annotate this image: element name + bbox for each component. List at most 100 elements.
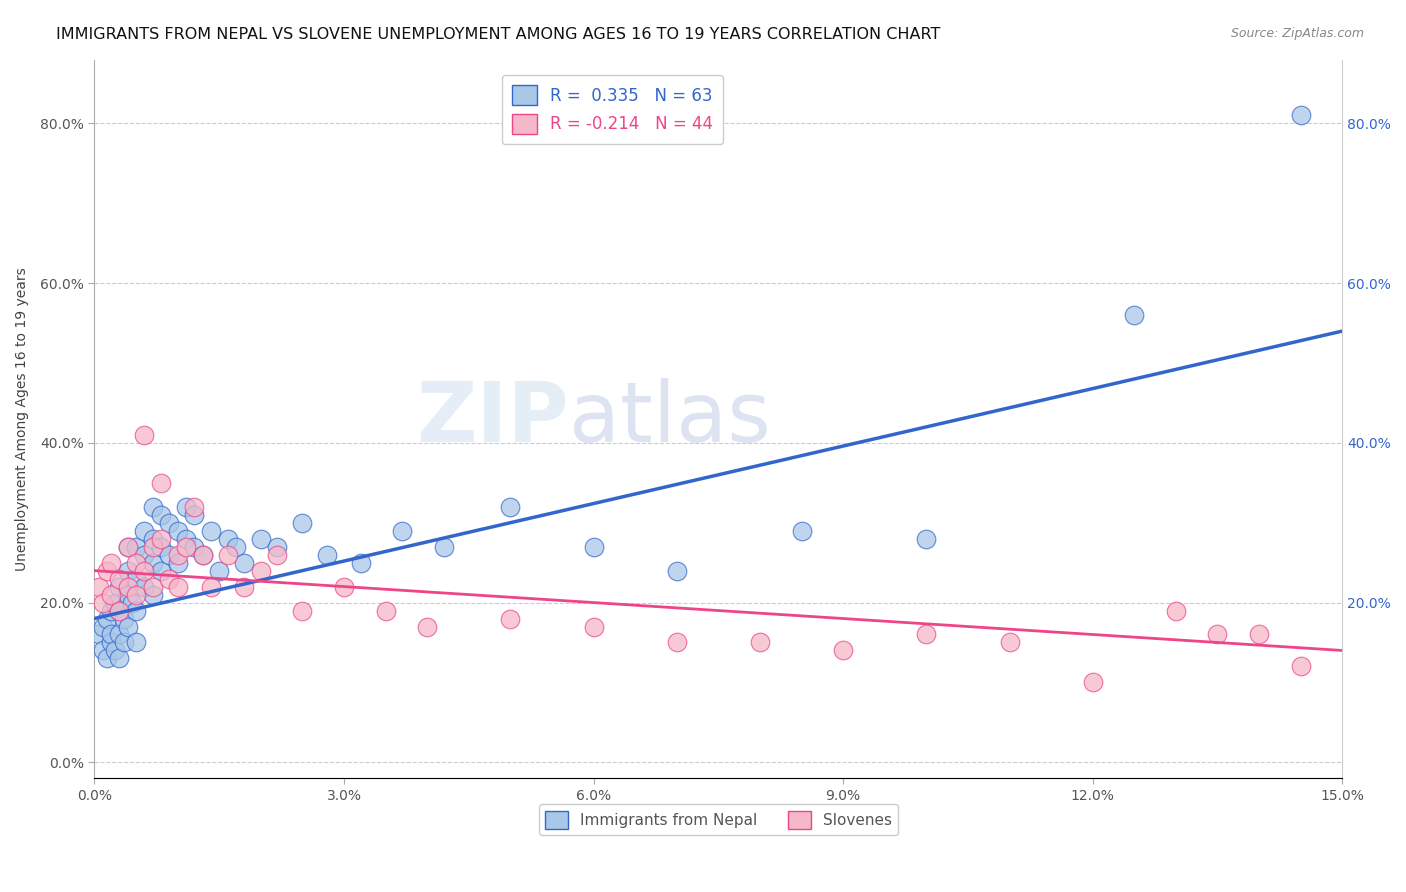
Point [208,564,231,578]
Legend: Immigrants from Nepal, Slovenes: Immigrants from Nepal, Slovenes [538,805,898,835]
Point [291,603,314,617]
Point [108,603,131,617]
Point [249,532,271,546]
Point [108,580,131,594]
Point [217,548,239,562]
Point [91,619,114,633]
Point [200,524,222,538]
Point [915,627,938,641]
Point [142,556,165,570]
Point [166,524,188,538]
Point [149,564,172,578]
Point [149,540,172,554]
Point [1289,659,1312,673]
Point [191,548,214,562]
Point [134,524,156,538]
Point [183,540,205,554]
Point [125,540,148,554]
Point [117,619,139,633]
Point [121,596,143,610]
Point [499,500,522,514]
Point [142,580,165,594]
Point [87,627,110,641]
Point [748,635,770,649]
Point [1081,675,1104,690]
Point [108,603,131,617]
Point [166,548,188,562]
Y-axis label: Unemployment Among Ages 16 to 19 years: Unemployment Among Ages 16 to 19 years [15,267,30,571]
Point [112,635,135,649]
Point [174,540,197,554]
Point [108,651,131,665]
Point [416,619,439,633]
Point [125,635,148,649]
Point [142,540,165,554]
Point [117,564,139,578]
Point [183,500,205,514]
Point [433,540,456,554]
Point [96,611,118,625]
Point [108,627,131,641]
Point [1206,627,1229,641]
Point [112,611,135,625]
Point [225,540,247,554]
Text: Source: ZipAtlas.com: Source: ZipAtlas.com [1230,27,1364,40]
Point [291,516,314,530]
Point [117,540,139,554]
Point [582,540,605,554]
Point [166,556,188,570]
Point [333,580,356,594]
Point [249,564,271,578]
Point [191,548,214,562]
Point [91,643,114,657]
Point [157,516,180,530]
Point [349,556,371,570]
Point [1289,108,1312,122]
Point [142,588,165,602]
Point [832,643,855,657]
Point [166,580,188,594]
Point [134,580,156,594]
Point [96,651,118,665]
Point [125,603,148,617]
Text: ZIP: ZIP [416,378,568,459]
Point [142,500,165,514]
Point [582,619,605,633]
Point [117,580,139,594]
Point [183,508,205,522]
Point [157,548,180,562]
Point [100,603,122,617]
Point [499,611,522,625]
Point [790,524,813,538]
Point [149,532,172,546]
Point [665,635,688,649]
Point [125,556,148,570]
Point [1123,308,1146,322]
Point [374,603,396,617]
Text: atlas: atlas [568,378,770,459]
Text: IMMIGRANTS FROM NEPAL VS SLOVENE UNEMPLOYMENT AMONG AGES 16 TO 19 YEARS CORRELAT: IMMIGRANTS FROM NEPAL VS SLOVENE UNEMPLO… [56,27,941,42]
Point [217,532,239,546]
Point [104,596,127,610]
Point [149,508,172,522]
Point [134,564,156,578]
Point [1164,603,1187,617]
Point [233,556,256,570]
Point [200,580,222,594]
Point [100,588,122,602]
Point [125,572,148,586]
Point [134,548,156,562]
Point [157,572,180,586]
Point [665,564,688,578]
Point [915,532,938,546]
Point [125,588,148,602]
Point [100,556,122,570]
Point [100,635,122,649]
Point [266,548,288,562]
Point [174,532,197,546]
Point [91,596,114,610]
Point [100,627,122,641]
Point [108,572,131,586]
Point [1249,627,1271,641]
Point [134,428,156,442]
